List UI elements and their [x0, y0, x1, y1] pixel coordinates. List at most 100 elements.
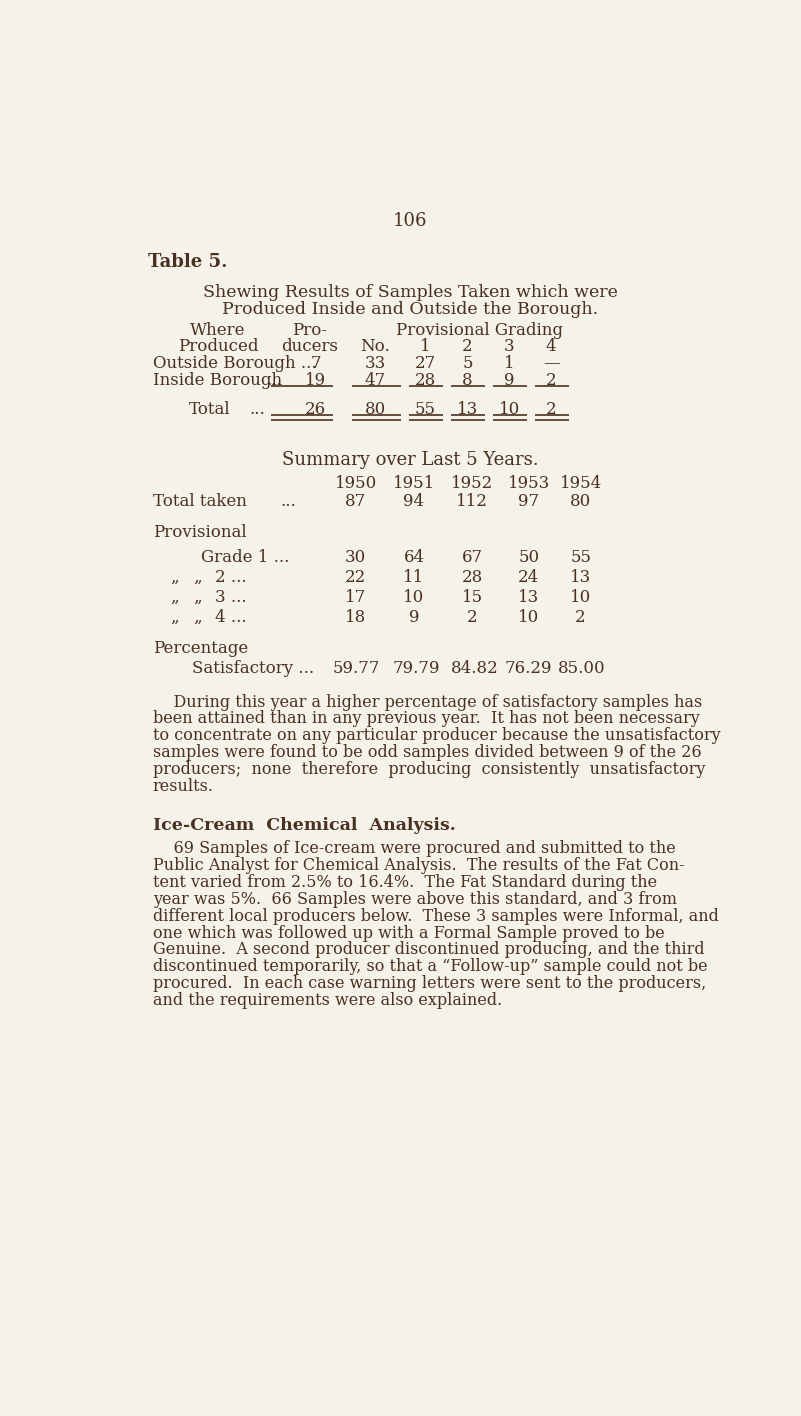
Text: 1: 1	[421, 338, 431, 355]
Text: 2: 2	[575, 609, 586, 626]
Text: „: „	[193, 569, 202, 586]
Text: 19: 19	[305, 372, 326, 389]
Text: ...: ...	[267, 372, 283, 389]
Text: 26: 26	[305, 401, 326, 418]
Text: been attained than in any previous year.  It has not been necessary: been attained than in any previous year.…	[153, 711, 699, 728]
Text: Outside Borough ...: Outside Borough ...	[153, 355, 316, 372]
Text: Total: Total	[189, 401, 231, 418]
Text: 28: 28	[415, 372, 437, 389]
Text: Provisional: Provisional	[153, 524, 247, 541]
Text: to concentrate on any particular producer because the unsatisfactory: to concentrate on any particular produce…	[153, 728, 720, 745]
Text: 24: 24	[518, 569, 539, 586]
Text: No.: No.	[360, 338, 390, 355]
Text: results.: results.	[153, 779, 214, 796]
Text: Inside Borough: Inside Borough	[153, 372, 282, 389]
Text: 4 ...: 4 ...	[215, 609, 247, 626]
Text: 2: 2	[545, 401, 557, 418]
Text: different local producers below.  These 3 samples were Informal, and: different local producers below. These 3…	[153, 908, 718, 925]
Text: 55: 55	[570, 549, 591, 566]
Text: 97: 97	[518, 493, 539, 510]
Text: 67: 67	[461, 549, 483, 566]
Text: 2 ...: 2 ...	[215, 569, 247, 586]
Text: 1953: 1953	[508, 474, 549, 491]
Text: „: „	[193, 589, 202, 606]
Text: 80: 80	[364, 401, 386, 418]
Text: 80: 80	[570, 493, 591, 510]
Text: Summary over Last 5 Years.: Summary over Last 5 Years.	[282, 450, 538, 469]
Text: ...: ...	[250, 401, 265, 418]
Text: 7: 7	[310, 355, 321, 372]
Text: 15: 15	[461, 589, 483, 606]
Text: 1951: 1951	[392, 474, 435, 491]
Text: 10: 10	[404, 589, 425, 606]
Text: 3: 3	[504, 338, 514, 355]
Text: Genuine.  A second producer discontinued producing, and the third: Genuine. A second producer discontinued …	[153, 942, 704, 959]
Text: Produced Inside and Outside the Borough.: Produced Inside and Outside the Borough.	[222, 300, 598, 317]
Text: Public Analyst for Chemical Analysis.  The results of the Fat Con-: Public Analyst for Chemical Analysis. Th…	[153, 857, 684, 874]
Text: 30: 30	[345, 549, 367, 566]
Text: 59.77: 59.77	[332, 660, 380, 677]
Text: 69 Samples of Ice-cream were procured and submitted to the: 69 Samples of Ice-cream were procured an…	[153, 840, 675, 857]
Text: 10: 10	[570, 589, 591, 606]
Text: 94: 94	[404, 493, 425, 510]
Text: Total taken: Total taken	[153, 493, 247, 510]
Text: During this year a higher percentage of satisfactory samples has: During this year a higher percentage of …	[153, 694, 702, 711]
Text: Pro-: Pro-	[292, 323, 327, 340]
Text: 87: 87	[345, 493, 367, 510]
Text: 50: 50	[518, 549, 539, 566]
Text: —: —	[543, 355, 559, 372]
Text: 47: 47	[364, 372, 386, 389]
Text: Provisional Grading: Provisional Grading	[396, 323, 563, 340]
Text: 22: 22	[345, 569, 367, 586]
Text: Where: Where	[190, 323, 246, 340]
Text: 10: 10	[518, 609, 539, 626]
Text: 79.79: 79.79	[392, 660, 440, 677]
Text: 27: 27	[415, 355, 437, 372]
Text: 13: 13	[518, 589, 539, 606]
Text: 3 ...: 3 ...	[215, 589, 247, 606]
Text: 11: 11	[404, 569, 425, 586]
Text: 28: 28	[461, 569, 483, 586]
Text: samples were found to be odd samples divided between 9 of the 26: samples were found to be odd samples div…	[153, 745, 702, 762]
Text: 9: 9	[504, 372, 514, 389]
Text: „: „	[170, 569, 179, 586]
Text: „: „	[193, 609, 202, 626]
Text: tent varied from 2.5% to 16.4%.  The Fat Standard during the: tent varied from 2.5% to 16.4%. The Fat …	[153, 874, 657, 891]
Text: producers;  none  therefore  producing  consistently  unsatisfactory: producers; none therefore producing cons…	[153, 762, 705, 779]
Text: 4: 4	[545, 338, 557, 355]
Text: 2: 2	[467, 609, 477, 626]
Text: Shewing Results of Samples Taken which were: Shewing Results of Samples Taken which w…	[203, 283, 618, 300]
Text: 1954: 1954	[560, 474, 602, 491]
Text: „: „	[170, 609, 179, 626]
Text: 18: 18	[345, 609, 367, 626]
Text: 112: 112	[457, 493, 488, 510]
Text: 8: 8	[462, 372, 473, 389]
Text: 1: 1	[504, 355, 514, 372]
Text: 76.29: 76.29	[505, 660, 553, 677]
Text: Ice-Cream  Chemical  Analysis.: Ice-Cream Chemical Analysis.	[153, 817, 456, 834]
Text: year was 5%.  66 Samples were above this standard, and 3 from: year was 5%. 66 Samples were above this …	[153, 891, 677, 908]
Text: 13: 13	[457, 401, 478, 418]
Text: 17: 17	[345, 589, 367, 606]
Text: 33: 33	[364, 355, 386, 372]
Text: 106: 106	[392, 212, 428, 231]
Text: 1950: 1950	[335, 474, 377, 491]
Text: 10: 10	[499, 401, 520, 418]
Text: Table 5.: Table 5.	[148, 253, 227, 270]
Text: Grade 1 ...: Grade 1 ...	[201, 549, 289, 566]
Text: and the requirements were also explained.: and the requirements were also explained…	[153, 993, 502, 1010]
Text: ducers: ducers	[281, 338, 338, 355]
Text: 55: 55	[415, 401, 436, 418]
Text: 84.82: 84.82	[451, 660, 498, 677]
Text: 13: 13	[570, 569, 591, 586]
Text: Produced: Produced	[178, 338, 258, 355]
Text: 2: 2	[462, 338, 473, 355]
Text: procured.  In each case warning letters were sent to the producers,: procured. In each case warning letters w…	[153, 976, 706, 993]
Text: „: „	[170, 589, 179, 606]
Text: 64: 64	[404, 549, 425, 566]
Text: 2: 2	[545, 372, 557, 389]
Text: 9: 9	[409, 609, 419, 626]
Text: Satisfactory ...: Satisfactory ...	[191, 660, 314, 677]
Text: 1952: 1952	[451, 474, 493, 491]
Text: discontinued temporarily, so that a “Follow-up” sample could not be: discontinued temporarily, so that a “Fol…	[153, 959, 707, 976]
